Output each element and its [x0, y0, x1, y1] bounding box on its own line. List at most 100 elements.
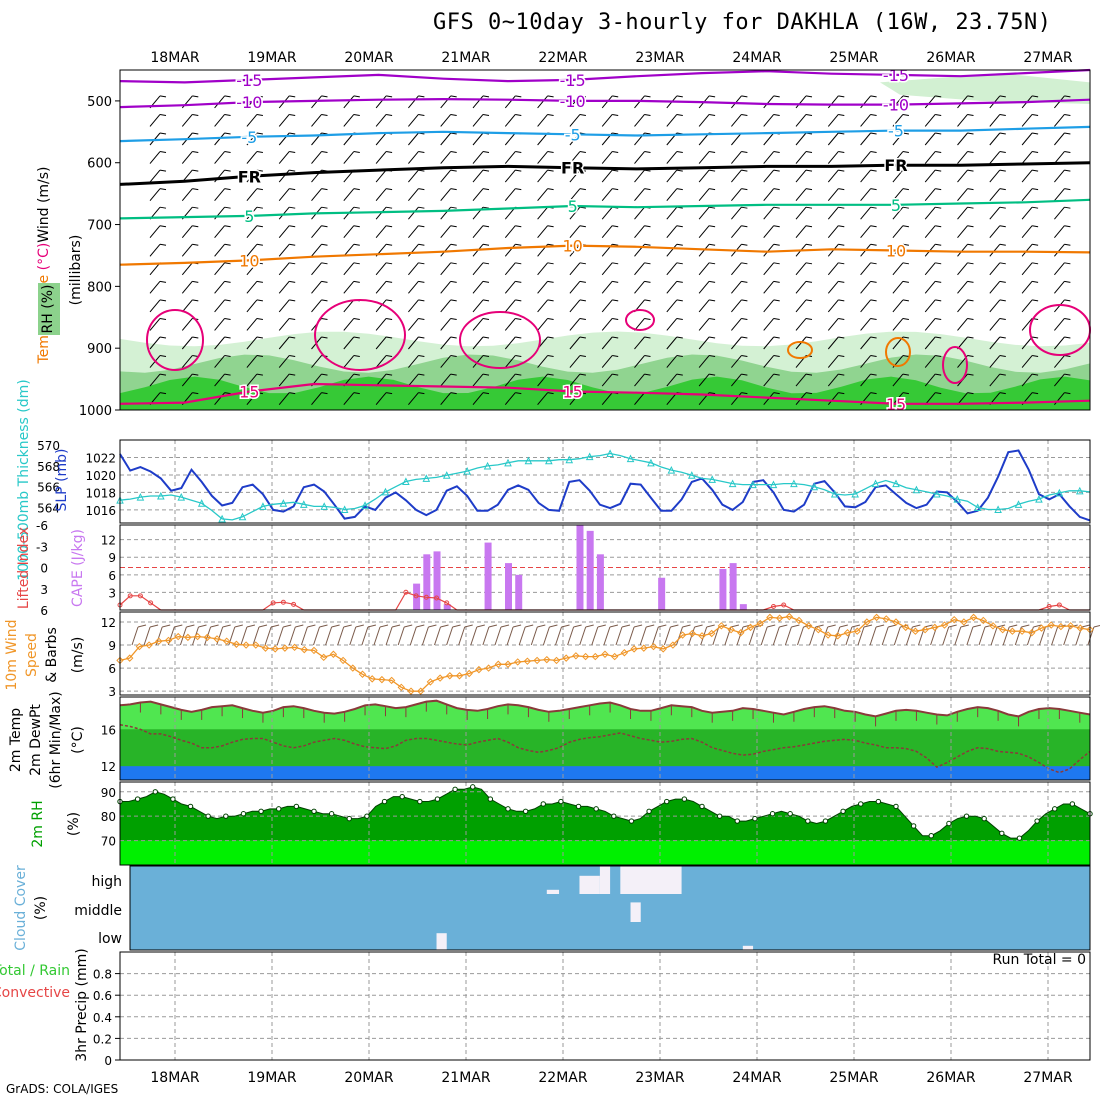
- lifted-index-point: [434, 595, 440, 601]
- wind-barb-flag: [644, 243, 651, 246]
- data-point: [504, 458, 512, 467]
- wind-barb: [537, 169, 548, 183]
- wind-barb: [375, 392, 387, 405]
- wind-barb: [408, 299, 419, 313]
- wind-barb: [214, 95, 225, 109]
- wind-speed-point: [882, 615, 891, 623]
- wind-barb: [763, 355, 775, 368]
- data-point: [402, 477, 410, 485]
- wind-barb: [440, 355, 452, 368]
- wind-barb-flag: [159, 169, 167, 172]
- temp-contour-cell: [314, 299, 406, 371]
- wind-barb-flag: [321, 262, 328, 265]
- wind-barb-flag: [224, 206, 231, 209]
- wind-barb: [375, 299, 387, 313]
- wind-barb-flag: [585, 624, 594, 628]
- wind-barb: [892, 206, 904, 220]
- wind-barb-flag: [450, 132, 457, 135]
- wind-barb-flag: [999, 373, 1006, 376]
- wind-barb-flag: [159, 113, 167, 116]
- wind-barb: [763, 206, 775, 220]
- wind-barb: [957, 169, 968, 183]
- wind-barb-flag: [999, 336, 1006, 339]
- contour-label: 15: [562, 382, 582, 401]
- wind-barb-flag: [579, 373, 586, 376]
- wind-barb-flag: [289, 243, 296, 246]
- wind-speed-point: [775, 614, 784, 622]
- wind-barb-flag: [353, 317, 360, 320]
- ylabel-part: RH (%): [40, 285, 56, 334]
- data-point: [708, 475, 717, 483]
- wind-barb-flag: [192, 225, 199, 228]
- wind-barb-flag: [192, 392, 199, 395]
- wind-barb: [1021, 151, 1033, 164]
- wind-barb-flag: [321, 95, 328, 98]
- wind-barb: [276, 626, 284, 646]
- data-point: [687, 471, 696, 479]
- ylabel-part: (°C): [70, 726, 86, 754]
- data-point: [442, 471, 451, 479]
- rh-point: [787, 811, 793, 817]
- contour-label: 15: [239, 382, 259, 401]
- y-tick-label: 12: [101, 616, 116, 630]
- wind-speed-point: [426, 678, 435, 686]
- wind-barb-flag: [1064, 373, 1071, 376]
- wind-barb-flag: [967, 225, 974, 228]
- wind-barb-flag: [512, 624, 522, 628]
- wind-barb: [924, 188, 936, 201]
- rh-point: [258, 808, 264, 814]
- wind-barb: [278, 188, 290, 201]
- wind-barb: [957, 132, 968, 146]
- contour-label: 15: [886, 395, 906, 414]
- wind-barb-flag: [224, 373, 231, 376]
- wind-barb-flag: [902, 373, 909, 376]
- data-point: [892, 479, 900, 488]
- wind-barb-flag: [676, 373, 683, 376]
- y-tick-label-left: 0: [40, 562, 48, 576]
- wind-speed-point: [892, 618, 900, 626]
- wind-barb: [954, 626, 962, 646]
- wind-barb-flag: [902, 169, 909, 172]
- wind-barb: [537, 132, 548, 146]
- wind-barb: [989, 281, 1001, 294]
- data-point: [483, 461, 492, 470]
- wind-barb: [860, 169, 871, 183]
- wind-barb-flag: [353, 206, 360, 209]
- lifted-index-point: [280, 599, 286, 605]
- date-label-bottom: 18MAR: [150, 1070, 199, 1086]
- wind-barb: [408, 95, 419, 109]
- wind-barb-flag: [192, 299, 199, 302]
- wind-barb: [731, 281, 742, 294]
- contour-label: -10: [560, 92, 586, 111]
- wind-barb: [892, 95, 904, 109]
- ylabel-part: Cloud Cover: [13, 865, 29, 951]
- wind-speed-point: [950, 615, 958, 624]
- wind-barb-flag: [999, 355, 1006, 358]
- wind-barb: [989, 373, 1001, 387]
- wind-speed-point: [969, 613, 978, 622]
- wind-barb: [763, 281, 775, 294]
- wind-barb-flag: [186, 624, 195, 628]
- wind-barb-flag: [515, 95, 522, 98]
- wind-barb-flag: [1032, 280, 1039, 283]
- data-point: [912, 485, 921, 494]
- wind-barb: [537, 392, 548, 405]
- wind-barb: [1021, 225, 1033, 239]
- ylabel-part: CAPE (J/kg): [70, 529, 86, 607]
- cloud-gap: [742, 945, 754, 950]
- data-point: [871, 479, 880, 488]
- wind-barb-flag: [612, 169, 619, 172]
- rh-bright-band: [120, 840, 1090, 865]
- wind-speed-point: [349, 664, 357, 672]
- wind-barb-flag: [838, 95, 845, 98]
- wind-barb: [666, 188, 678, 201]
- wind-barb: [731, 188, 742, 201]
- wind-barb-flag: [379, 624, 389, 628]
- wind-speed-point: [319, 653, 328, 662]
- wind-barb: [375, 281, 387, 294]
- wind-barb: [214, 281, 225, 294]
- ylabel-part: & Barbs: [44, 627, 60, 683]
- wind-speed-point: [155, 637, 163, 645]
- wind-speed-point: [513, 658, 522, 666]
- wind-speed-point: [572, 652, 580, 660]
